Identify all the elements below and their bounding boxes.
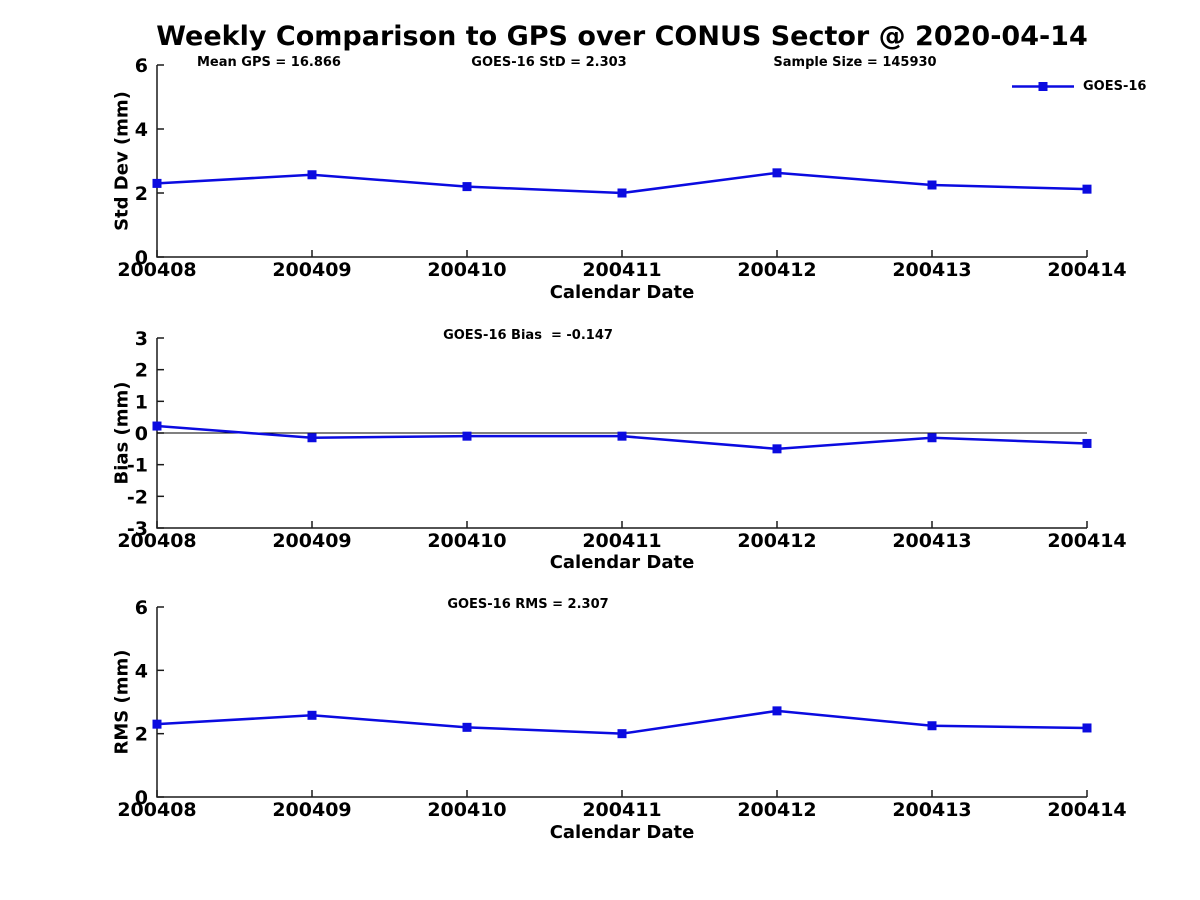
annotation-goes16-bias: GOES-16 Bias = -0.147 xyxy=(443,328,613,343)
data-point-marker xyxy=(927,433,937,443)
data-point-marker xyxy=(927,721,937,731)
rms-plot: 200408 200409 200410 200411 200412 200413 2004… xyxy=(117,597,1126,821)
y-tick-label: 2 xyxy=(135,360,148,382)
y-tick-label: 6 xyxy=(135,597,148,619)
x-tick-label: 200411 xyxy=(582,530,661,552)
xlabel-calendar-date-middle: Calendar Date xyxy=(549,552,695,573)
data-point-marker xyxy=(307,433,317,443)
x-tick-label: 200413 xyxy=(892,530,971,552)
data-point-marker xyxy=(152,178,162,188)
figure-title: Weekly Comparison to GPS over CONUS Sect… xyxy=(156,21,1088,52)
annotation-goes16-std: GOES-16 StD = 2.303 xyxy=(471,55,627,70)
data-point-marker xyxy=(617,729,627,739)
data-point-marker xyxy=(617,188,627,198)
annotation-goes16-rms: GOES-16 RMS = 2.307 xyxy=(447,597,609,612)
x-tick-label: 200414 xyxy=(1047,799,1126,821)
y-tick-label: 6 xyxy=(135,55,148,77)
y-tick-label: 4 xyxy=(135,660,148,682)
data-point-marker xyxy=(772,168,782,178)
x-tick-label: 200411 xyxy=(582,259,661,281)
y-tick-label: 0 xyxy=(135,423,148,445)
data-point-marker xyxy=(1082,184,1092,194)
x-tick-label: 200408 xyxy=(117,799,196,821)
data-point-marker xyxy=(307,170,317,180)
legend: GOES-16 xyxy=(1012,79,1146,94)
y-tick-label: 3 xyxy=(135,328,148,350)
legend-label: GOES-16 xyxy=(1083,79,1147,94)
data-point-marker xyxy=(617,431,627,441)
x-tick-label: 200414 xyxy=(1047,259,1126,281)
y-tick-label: 0 xyxy=(135,247,148,269)
data-point-marker xyxy=(152,421,162,431)
std-dev-plot: 200408 200409 200410 200411 200412 200413 2004… xyxy=(117,55,1126,281)
axis-spine xyxy=(156,607,1087,798)
x-tick-label: 200409 xyxy=(272,530,351,552)
annotation-mean-gps: Mean GPS = 16.866 xyxy=(197,55,341,70)
x-tick-label: 200408 xyxy=(117,530,196,552)
y-tick-label: 2 xyxy=(135,724,148,746)
xlabel-calendar-date-top: Calendar Date xyxy=(549,282,695,303)
data-point-marker xyxy=(462,182,472,192)
x-tick-label: 200410 xyxy=(427,799,506,821)
x-tick-label: 200409 xyxy=(272,259,351,281)
x-tick-label: 200413 xyxy=(892,259,971,281)
y-tick-label: 0 xyxy=(135,787,148,809)
x-tick-label: 200409 xyxy=(272,799,351,821)
y-tick-label: 1 xyxy=(135,391,148,413)
data-point-marker xyxy=(152,719,162,729)
x-tick-label: 200411 xyxy=(582,799,661,821)
y-tick-label: -2 xyxy=(127,486,148,508)
x-tick-label: 200412 xyxy=(737,530,816,552)
legend-line-marker-icon xyxy=(1012,82,1074,91)
data-point-marker xyxy=(1082,723,1092,733)
bias-plot: 200408 200409 200410 200411 200412 200413 2004… xyxy=(117,328,1126,552)
x-tick-label: 200412 xyxy=(737,799,816,821)
y-tick-label: -1 xyxy=(127,455,148,477)
x-tick-label: 200408 xyxy=(117,259,196,281)
data-point-marker xyxy=(307,710,317,720)
y-tick-label: -3 xyxy=(127,518,148,540)
data-point-marker xyxy=(772,706,782,716)
x-tick-label: 200413 xyxy=(892,799,971,821)
data-point-marker xyxy=(772,444,782,454)
xlabel-calendar-date-bottom: Calendar Date xyxy=(549,822,695,843)
axis-spine xyxy=(156,65,1087,258)
y-tick-label: 4 xyxy=(135,119,148,141)
x-tick-label: 200410 xyxy=(427,259,506,281)
annotation-sample-size: Sample Size = 145930 xyxy=(773,55,937,70)
y-tick-label: 2 xyxy=(135,183,148,205)
data-point-marker xyxy=(1082,438,1092,448)
x-tick-label: 200410 xyxy=(427,530,506,552)
x-tick-label: 200414 xyxy=(1047,530,1126,552)
data-point-marker xyxy=(462,431,472,441)
x-tick-label: 200412 xyxy=(737,259,816,281)
data-point-marker xyxy=(927,180,937,190)
data-point-marker xyxy=(462,722,472,732)
